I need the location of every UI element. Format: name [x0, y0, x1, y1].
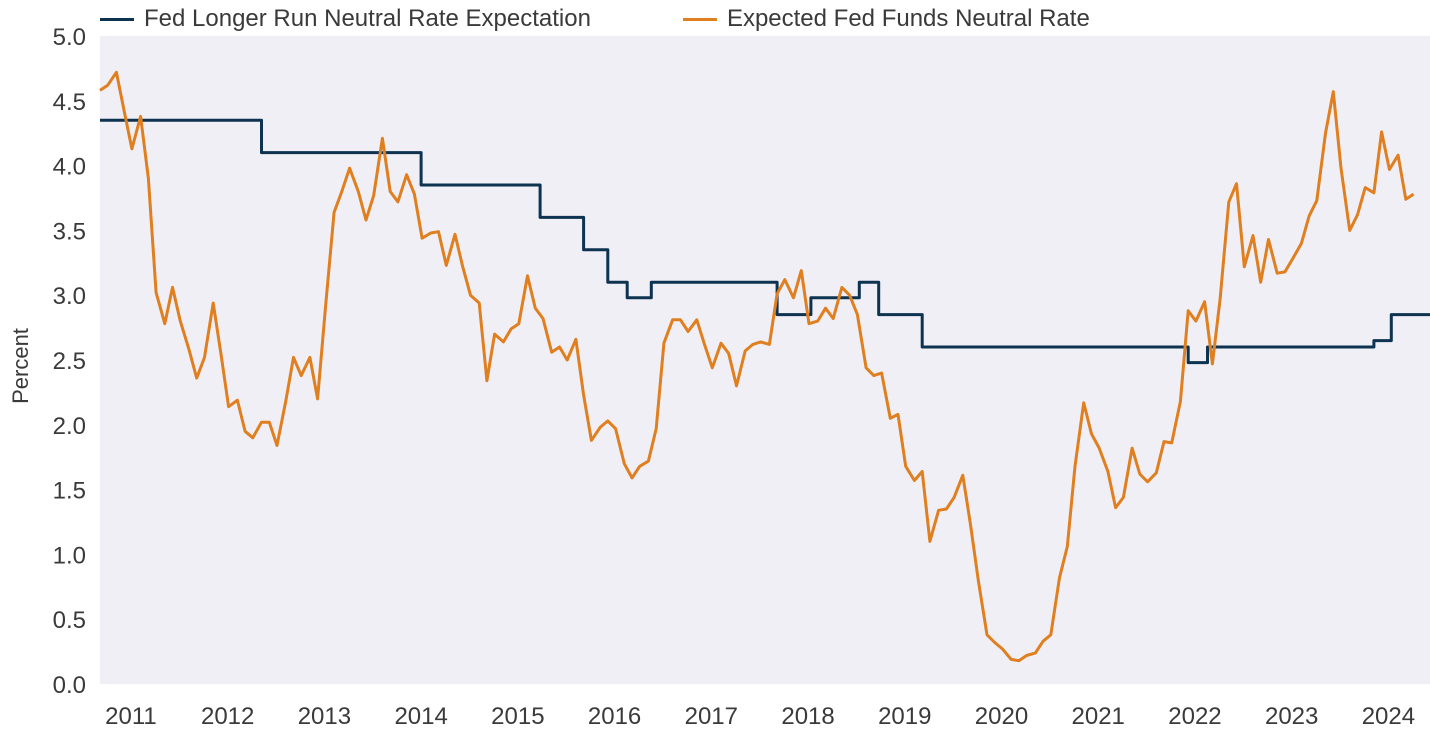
- y-tick-label: 2.5: [53, 348, 86, 375]
- x-tick-label: 2016: [588, 703, 641, 730]
- y-tick-label: 3.5: [53, 218, 86, 245]
- y-axis-ticks: 0.0 0.5 1.0 1.5 2.0 2.5 3.0 3.5 4.0 4.5 5.0: [53, 24, 86, 699]
- series-line-fed-longer-run: [100, 118, 1430, 365]
- y-tick-label: 5.0: [53, 24, 86, 51]
- y-tick-label: 2.0: [53, 413, 86, 440]
- y-tick-label: 3.0: [53, 283, 86, 310]
- y-axis-label: Percent: [8, 328, 33, 404]
- x-axis-ticks: 2011 2012 2013 2014 2015 2016 2017 2018 2019 2020…: [105, 703, 1415, 730]
- y-tick-label: 1.5: [53, 478, 86, 505]
- x-tick-label: 2014: [394, 703, 447, 730]
- series-line-expected-fed-funds: [99, 70, 1415, 663]
- y-tick-label: 4.5: [53, 89, 86, 116]
- y-tick-label: 0.5: [53, 607, 86, 634]
- x-tick-label: 2018: [781, 703, 834, 730]
- plot-area: [100, 36, 1430, 684]
- x-tick-label: 2024: [1362, 703, 1415, 730]
- x-tick-label: 2020: [975, 703, 1028, 730]
- legend-label-expected-fed-funds: Expected Fed Funds Neutral Rate: [726, 5, 1090, 32]
- legend-swatch-expected-fed-funds: [682, 17, 717, 21]
- legend-label-fed-longer-run: Fed Longer Run Neutral Rate Expectation: [144, 5, 591, 32]
- x-tick-label: 2017: [685, 703, 738, 730]
- x-tick-label: 2021: [1072, 703, 1125, 730]
- y-tick-label: 0.0: [53, 672, 86, 699]
- x-tick-label: 2013: [298, 703, 351, 730]
- legend: Fed Longer Run Neutral Rate Expectation …: [100, 2, 1182, 36]
- series-lines: [99, 70, 1430, 663]
- x-tick-label: 2022: [1168, 703, 1221, 730]
- x-tick-label: 2015: [491, 703, 544, 730]
- x-tick-label: 2023: [1265, 703, 1318, 730]
- x-tick-label: 2011: [105, 703, 157, 730]
- y-tick-label: 1.0: [53, 542, 86, 569]
- x-tick-label: 2012: [201, 703, 254, 730]
- legend-item-fed-longer-run: Fed Longer Run Neutral Rate Expectation: [100, 5, 591, 33]
- y-tick-label: 4.0: [53, 154, 86, 181]
- legend-swatch-fed-longer-run: [100, 17, 134, 21]
- x-tick-label: 2019: [878, 703, 931, 730]
- legend-item-expected-fed-funds: Expected Fed Funds Neutral Rate: [682, 5, 1090, 33]
